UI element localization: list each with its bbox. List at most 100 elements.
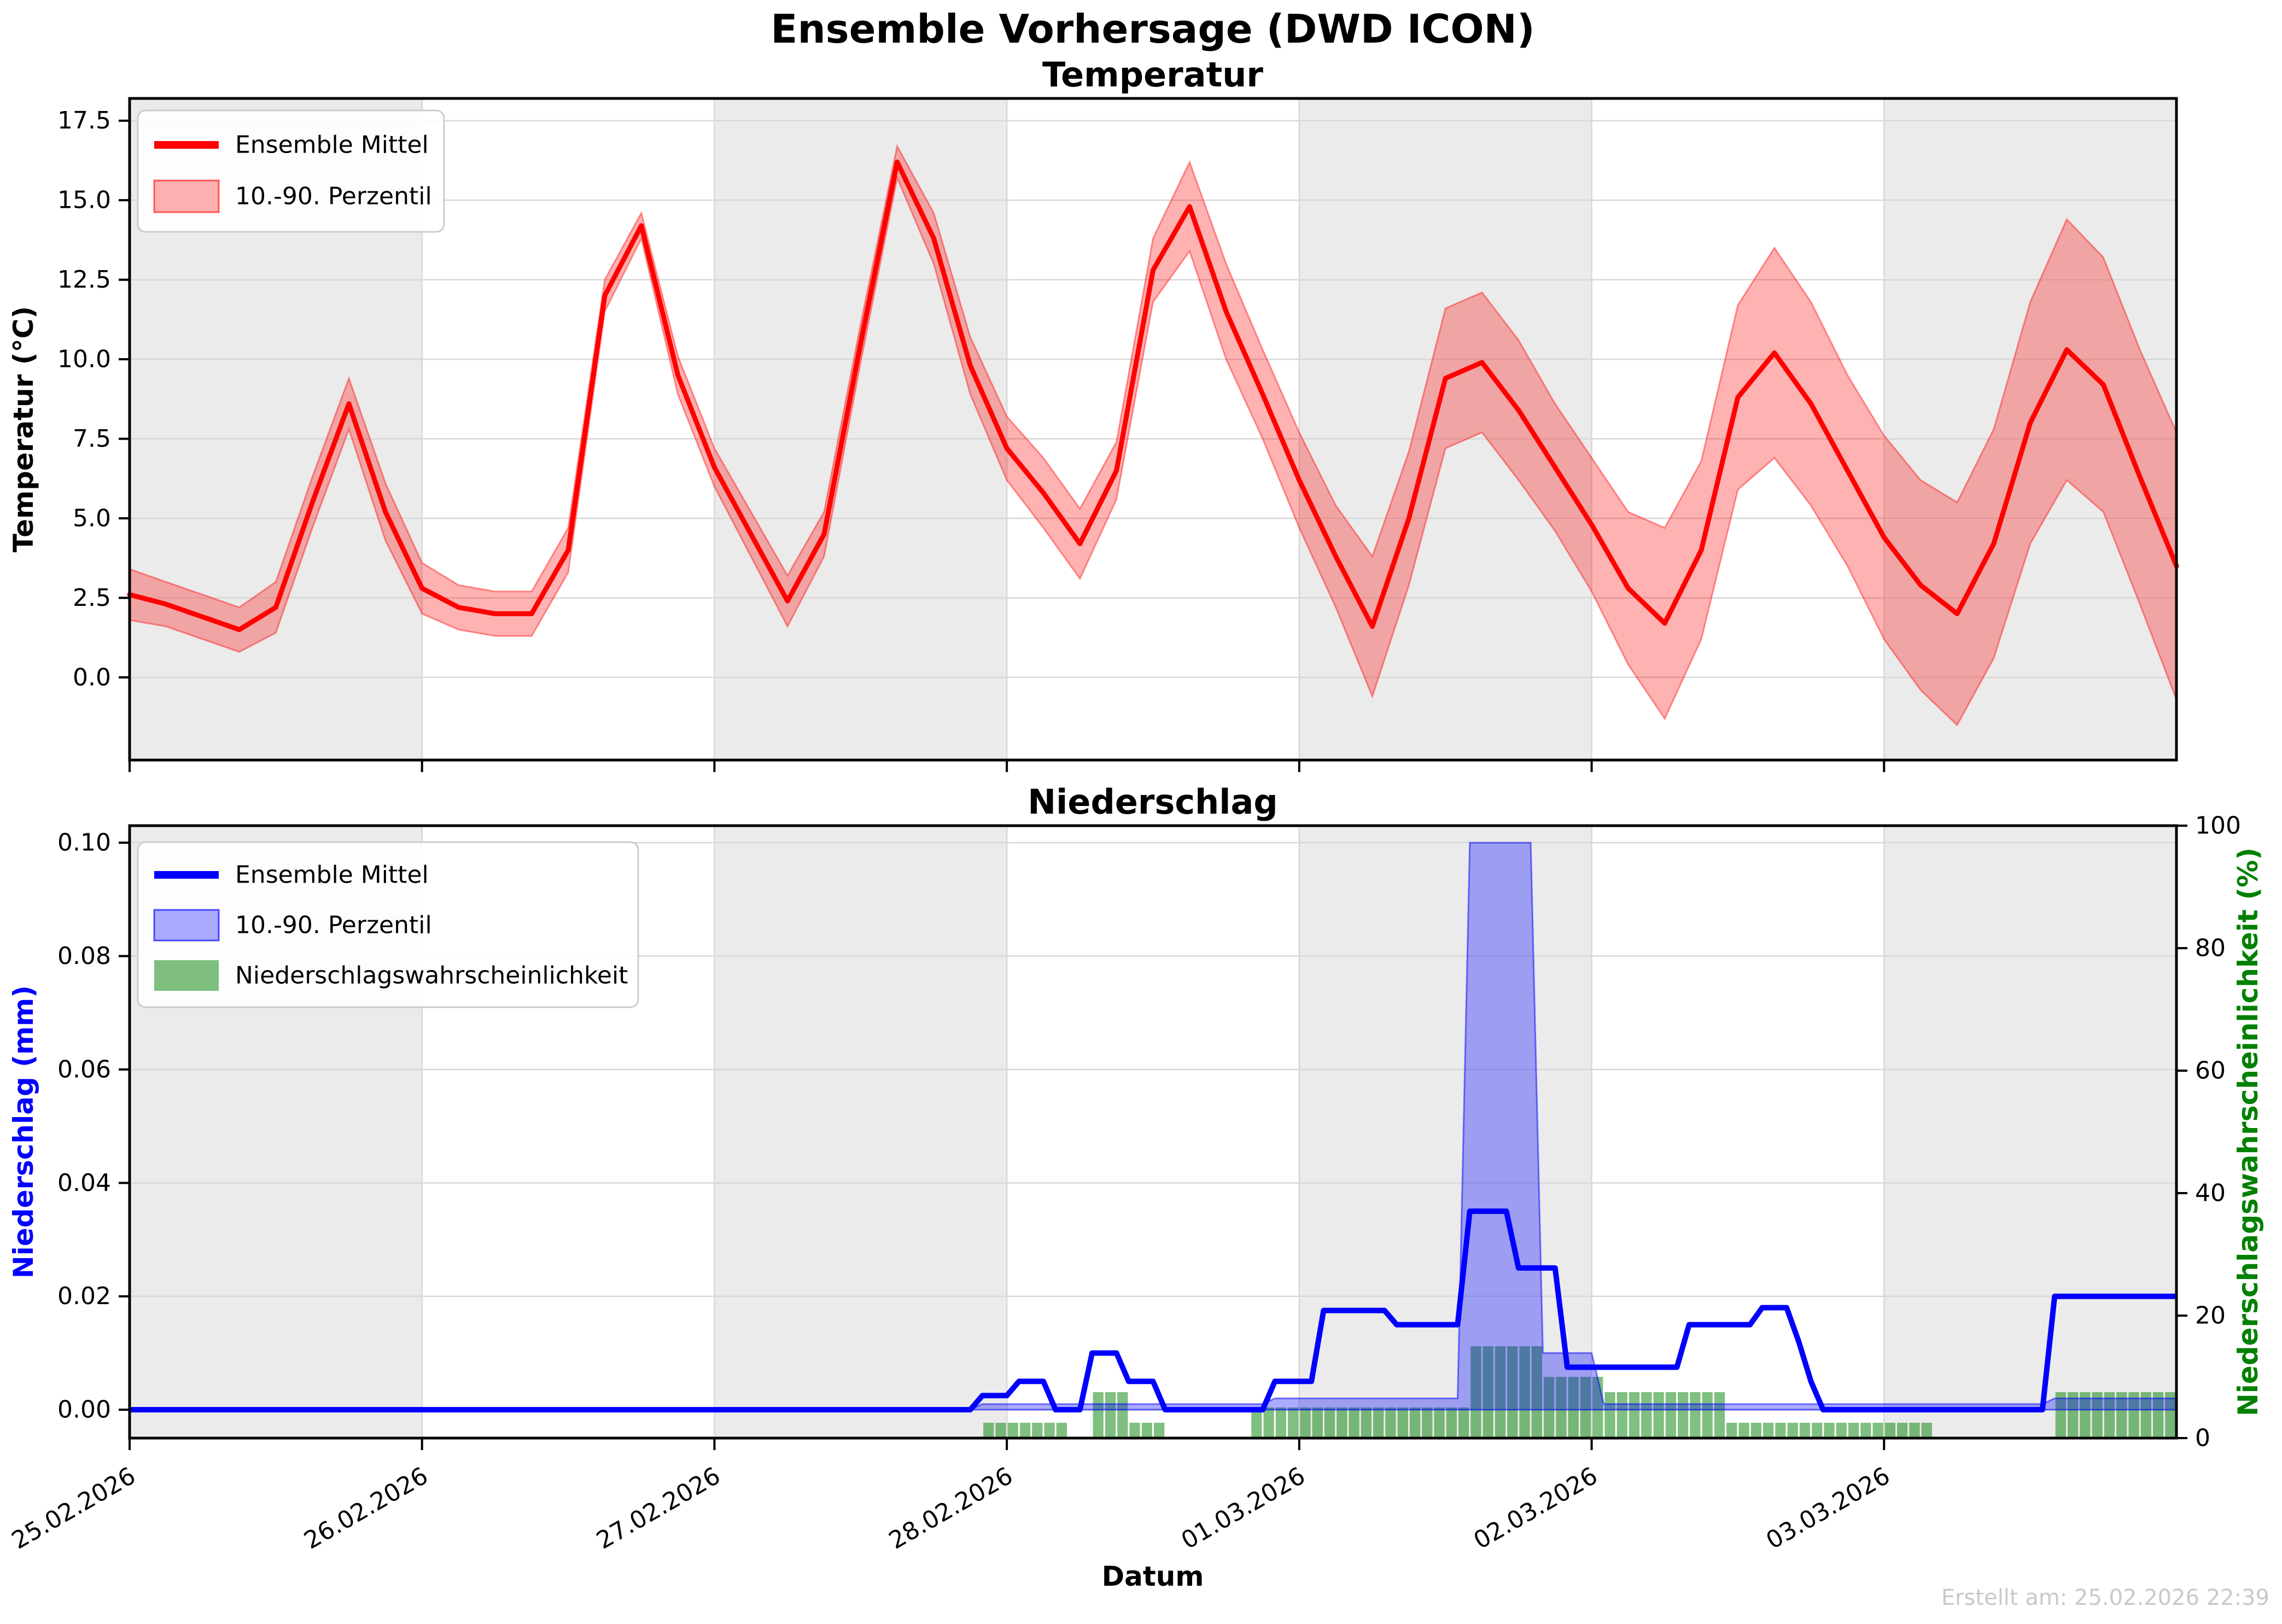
precip-probability-bar (1568, 1377, 1579, 1438)
precip-probability-bar (1787, 1423, 1798, 1438)
precip-probability-bar (1543, 1377, 1555, 1438)
precip-probability-bar (1750, 1423, 1761, 1438)
precip-probability-bar (1007, 1423, 1018, 1438)
x-axis-label: Datum (1102, 1561, 1204, 1592)
legend-label-percentile: 10.-90. Perzentil (235, 183, 432, 211)
y-tick-label: 0.02 (57, 1282, 111, 1310)
precip-probability-bar (1129, 1423, 1140, 1438)
temperature-title: Temperatur (1042, 55, 1263, 95)
precip-probability-bar (1812, 1423, 1823, 1438)
probability-y-axis-label: Niederschlagswahrscheinlichkeit (%) (2232, 848, 2264, 1416)
x-tick-label: 01.03.2026 (1177, 1462, 1310, 1555)
precip-probability-bar (1044, 1423, 1055, 1438)
precip-probability-bar (2140, 1392, 2151, 1438)
precip-probability-bar (1702, 1392, 1713, 1438)
creation-timestamp: Erstellt am: 25.02.2026 22:39 (1941, 1585, 2269, 1610)
precip-probability-bar (1616, 1392, 1627, 1438)
precip-probability-bar (1117, 1392, 1128, 1438)
temperature-y-axis-label: Temperatur (°C) (8, 306, 39, 553)
precip-probability-bar (1141, 1423, 1152, 1438)
precip-probability-bar (1799, 1423, 1811, 1438)
y-tick-label: 12.5 (57, 266, 111, 294)
precip-probability-bar (1872, 1423, 1883, 1438)
y-tick-label: 17.5 (57, 107, 111, 135)
x-tick-label: 26.02.2026 (300, 1462, 433, 1555)
axes-spines (128, 824, 2178, 1440)
precip-probability-bar (1397, 1407, 1408, 1438)
y-tick-label: 100 (2195, 812, 2241, 840)
precip-probability-bar (1275, 1407, 1287, 1438)
precip-probability-bar (1665, 1392, 1677, 1438)
x-tick-label: 27.02.2026 (592, 1462, 725, 1555)
y-tick-label: 0.10 (57, 829, 111, 857)
precip-probability-bar (2128, 1392, 2139, 1438)
precip-probability-bar (1385, 1407, 1396, 1438)
precip-probability-bar (1349, 1407, 1359, 1438)
precip-probability-bar (1300, 1407, 1311, 1438)
precip-probability-bar (1848, 1423, 1859, 1438)
day-shading-band (1299, 98, 1592, 760)
y-tick-label: 40 (2195, 1179, 2226, 1207)
temperature-mean-line (127, 159, 2179, 632)
precip-probability-bar (1458, 1407, 1469, 1438)
precip-probability-bar (2067, 1392, 2079, 1438)
precip-probability-bar (1446, 1407, 1457, 1438)
y-tick-label: 10.0 (57, 346, 111, 373)
precip-probability-bar (2116, 1392, 2127, 1438)
precip-probability-bar (1629, 1392, 1640, 1438)
legend-box (137, 109, 445, 233)
y-tick-label: 15.0 (57, 186, 111, 214)
y-tick-label: 20 (2195, 1302, 2226, 1330)
precipitation-mean-line (130, 1208, 2176, 1413)
legend-label-percentile: 10.-90. Perzentil (235, 912, 432, 939)
legend-box (137, 841, 639, 1008)
day-shading-band (1884, 826, 2176, 1438)
precip-probability-bar (2055, 1392, 2066, 1438)
precip-probability-bar (995, 1423, 1006, 1438)
precip-probability-bar (1531, 1346, 1542, 1438)
precipitation-subplot: 0.00 0.02 0.04 0.06 0.08 0.10 0 20 40 60 80 100 25.0… (7, 782, 2264, 1592)
precipitation-legend: Ensemble Mittel 10.-90. Perzentil Nieder… (137, 841, 639, 1008)
figure-title: Ensemble Vorhersage (DWD ICON) (771, 6, 1534, 52)
precip-probability-bar (1105, 1392, 1116, 1438)
precip-probability-bar (1824, 1423, 1835, 1438)
precip-probability-bar (2152, 1392, 2164, 1438)
y-tick-label: 0 (2195, 1424, 2210, 1452)
precip-probability-bar (1495, 1346, 1506, 1438)
y-tick-label: 0.04 (57, 1169, 111, 1197)
y-tick-label: 5.0 (73, 504, 111, 532)
x-tick-label: 25.02.2026 (7, 1462, 141, 1555)
precip-probability-bar (1519, 1346, 1530, 1438)
precipitation-title: Niederschlag (1028, 782, 1277, 822)
precip-probability-bar (1678, 1392, 1689, 1438)
legend-percentile-patch-sample (153, 179, 220, 213)
precip-probability-bar (1409, 1407, 1421, 1438)
legend-label-mean: Ensemble Mittel (235, 131, 429, 159)
precip-probability-bar (1032, 1423, 1043, 1438)
precip-probability-bar (1921, 1423, 1932, 1438)
precip-probability-bar (1762, 1423, 1774, 1438)
precip-probability-bar (1251, 1407, 1262, 1438)
axes-spines (128, 97, 2178, 762)
precipitation-y-axis-label: Niederschlag (mm) (8, 985, 39, 1278)
precip-probability-bar (1422, 1407, 1433, 1438)
precip-probability-bar (2080, 1392, 2091, 1438)
y-tick-label: 0.00 (57, 1396, 111, 1424)
precip-probability-bar (1434, 1407, 1445, 1438)
precip-probability-bar (1909, 1423, 1920, 1438)
precip-probability-bar (2092, 1392, 2103, 1438)
precip-probability-bar (1641, 1392, 1652, 1438)
precip-probability-bar (1604, 1392, 1615, 1438)
legend-probability-patch-sample (154, 960, 219, 991)
precip-probability-bar (1653, 1392, 1664, 1438)
precip-probability-bar (1324, 1407, 1335, 1438)
legend-label-mean: Ensemble Mittel (235, 861, 429, 889)
precip-probability-bar (1056, 1423, 1067, 1438)
precip-probability-bar (1690, 1392, 1701, 1438)
precip-probability-bar (1775, 1423, 1786, 1438)
precip-probability-bar (2104, 1392, 2115, 1438)
precip-probability-bar (1507, 1346, 1518, 1438)
y-tick-label: 60 (2195, 1057, 2226, 1085)
